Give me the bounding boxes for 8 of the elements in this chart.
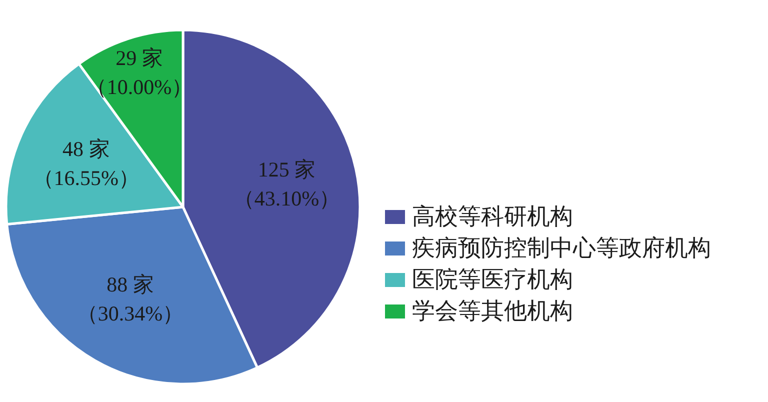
legend-label: 高校等科研机构 (412, 204, 573, 230)
legend-label: 医院等医疗机构 (412, 267, 573, 293)
data-label: 88 家（30.34%） (76, 272, 184, 326)
data-label: 48 家（16.55%） (32, 136, 140, 190)
legend-label: 学会等其他机构 (412, 298, 573, 324)
data-label: 125 家（43.10%） (233, 158, 340, 211)
data-label: 29 家（10.00%） (86, 46, 193, 99)
legend-label: 疾病预防控制中心等政府机构 (412, 236, 711, 262)
